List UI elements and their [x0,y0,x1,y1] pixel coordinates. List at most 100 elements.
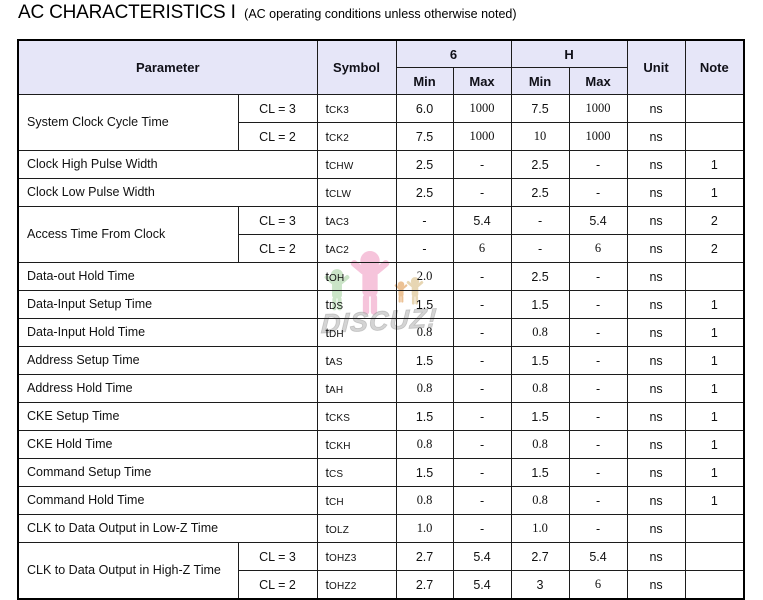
table-row: CLK to Data Output in Low-Z Time tOLZ 1.0-… [17,514,745,543]
note-cell: 1 [684,150,745,179]
unit-cell: ns [626,542,686,571]
symbol-cell: tAH [316,374,397,403]
unit-cell: ns [626,178,686,207]
page-title: AC CHARACTERISTICS I [18,2,236,23]
value-cell: 6.0 [395,94,454,123]
ac-characteristics-table: Parameter Symbol 6 H Unit Note Min Max M… [17,39,746,600]
cas-latency-cell: CL = 3 [237,206,318,235]
value-cell: 2.0 [395,262,454,291]
header-symbol: Symbol [316,39,397,95]
parameter-cell: Address Setup Time [17,346,318,375]
value-cell: 1.5 [510,402,570,431]
value-cell: 6 [568,570,628,600]
symbol-cell: tCH [316,486,397,515]
table-row: System Clock Cycle Time CL = 3 tCK3 6.0 1000… [17,94,745,151]
note-cell: 1 [684,178,745,207]
note-cell: 1 [684,402,745,431]
value-cell: 1.5 [395,290,454,319]
table-header: Parameter Symbol 6 H Unit Note Min Max M… [17,39,745,95]
value-cell: - [452,150,512,179]
symbol-cell: tCKS [316,402,397,431]
value-cell: 6 [452,234,512,263]
note-cell: 1 [684,346,745,375]
symbol-suffix: AS [329,356,343,368]
value-cell: - [452,458,512,487]
value-cell: - [568,374,628,403]
header-note: Note [684,39,745,95]
note-cell [684,122,745,151]
parameter-cell: Address Hold Time [17,374,318,403]
parameter-cell: Data-Input Setup Time [17,290,318,319]
unit-cell: ns [626,318,686,347]
symbol-prefix: t [325,409,329,424]
value-cell: - [568,402,628,431]
value-cell: - [568,430,628,459]
value-cell: 5.4 [568,206,628,235]
value-cell: - [568,262,628,291]
value-cell: 0.8 [395,486,454,515]
unit-cell: ns [626,402,686,431]
value-cell: - [510,206,570,235]
value-cell: 1000 [568,94,628,123]
symbol-cell: tDS [316,290,397,319]
note-cell [684,262,745,291]
value-cell: 7.5 [395,122,454,151]
symbol-prefix: t [325,549,329,564]
symbol-cell: tOHZ3 [316,542,397,571]
unit-cell: ns [626,150,686,179]
value-cell: - [452,318,512,347]
symbol-suffix: CKH [329,440,351,452]
header-parameter: Parameter [17,39,318,95]
symbol-suffix: AH [329,384,344,396]
table-row: Address Setup Time tAS 1.5-1.5- ns 1 [17,346,745,375]
value-cell: - [510,234,570,263]
table-row: CL = 2 tCK2 7.5 1000 10 1000 ns [18,122,745,151]
cas-latency-cell: CL = 3 [237,94,318,123]
parameter-cell: Command Setup Time [17,458,318,487]
symbol-cell: tAS [316,346,397,375]
value-cell: 2.5 [510,178,570,207]
value-cell: 2.5 [510,150,570,179]
note-cell [684,542,745,571]
symbol-cell: tDH [316,318,397,347]
value-cell: - [568,290,628,319]
parameter-cell: CKE Hold Time [17,430,318,459]
value-cell: 2.7 [510,542,570,571]
value-cell: - [568,318,628,347]
table-row: CL = 2 tAC2-6-6 ns 2 [18,234,745,263]
value-cell: 1.5 [395,402,454,431]
symbol-suffix: CK3 [329,104,350,116]
value-cell: - [568,514,628,543]
value-cell: 1.5 [510,346,570,375]
value-cell: 5.4 [452,570,512,600]
symbol-prefix: t [325,493,329,508]
value-cell: 6 [568,234,628,263]
symbol-suffix: CS [329,468,344,480]
symbol-prefix: t [325,465,329,480]
unit-cell: ns [626,514,686,543]
note-cell: 1 [684,318,745,347]
note-cell: 1 [684,290,745,319]
value-cell: - [452,178,512,207]
value-cell: - [452,514,512,543]
symbol-prefix: t [325,325,329,340]
value-cell: 2.5 [395,150,454,179]
parameter-cell: Access Time From Clock [17,206,239,263]
parameter-cell: Data-Input Hold Time [17,318,318,347]
datasheet-page: AC CHARACTERISTICS I (AC operating condi… [17,2,746,600]
cas-latency-cell: CL = 2 [237,570,318,600]
symbol-suffix: CK2 [329,132,350,144]
value-cell: 0.8 [510,430,570,459]
unit-cell: ns [626,122,686,151]
header-max-h: Max [568,67,628,95]
value-cell: 3 [510,570,570,600]
value-cell: - [568,346,628,375]
table-body: System Clock Cycle Time CL = 3 tCK3 6.0 1000… [17,94,745,600]
note-cell: 1 [684,458,745,487]
symbol-suffix: DH [329,328,344,340]
symbol-prefix: t [325,129,329,144]
note-cell [684,514,745,543]
symbol-suffix: OLZ [329,524,350,536]
value-cell: 7.5 [510,94,570,123]
